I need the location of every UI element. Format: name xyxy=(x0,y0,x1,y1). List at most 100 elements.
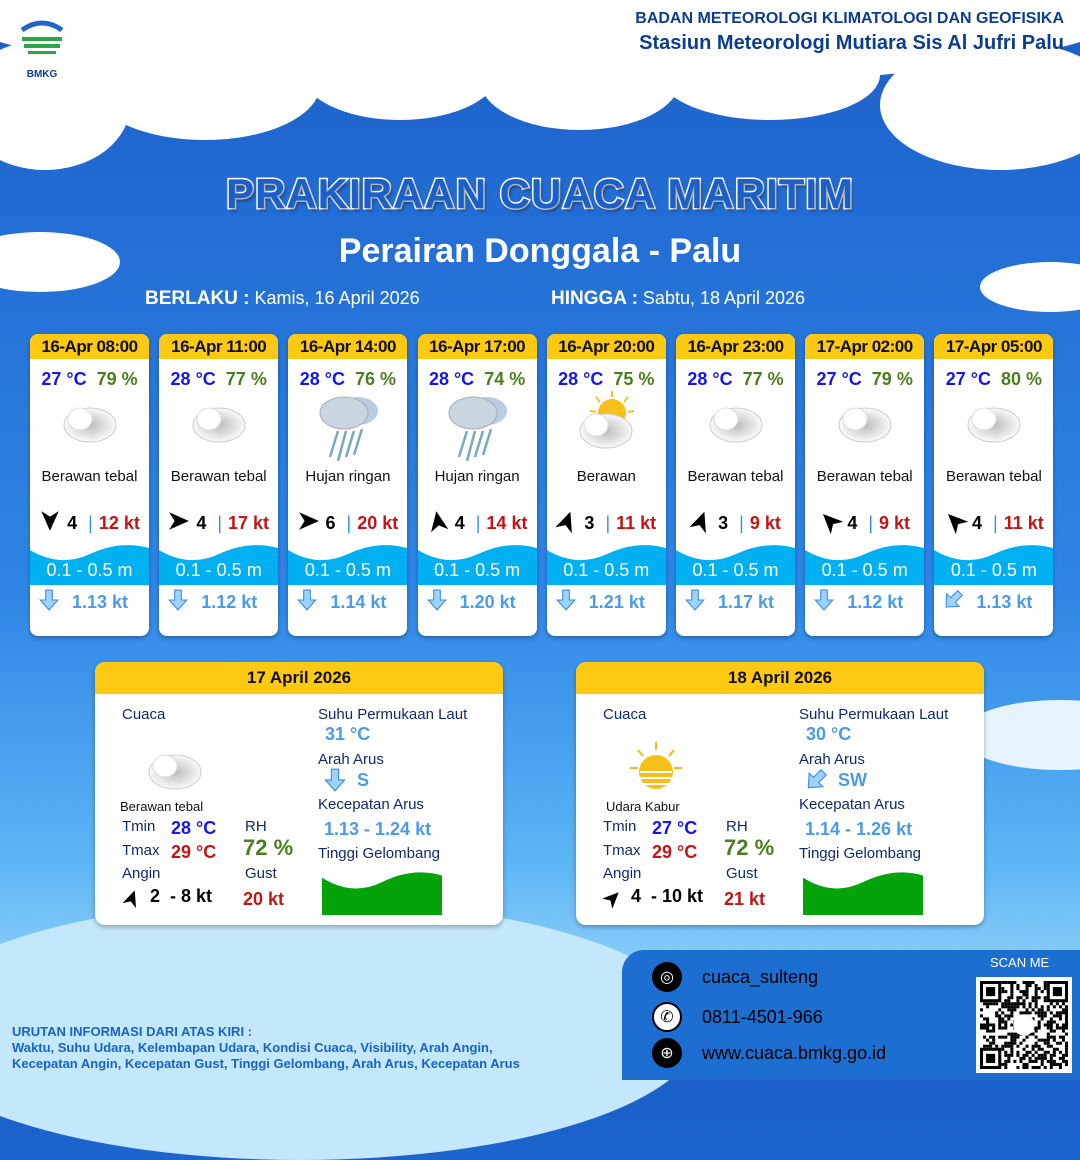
gust-value: 21 kt xyxy=(724,889,766,909)
air-temperature: 27 °C xyxy=(945,369,991,389)
current-speed-label: Kecepatan Arus xyxy=(799,796,905,813)
logo-text: BMKG xyxy=(26,69,58,80)
current-direction-icon xyxy=(323,768,347,797)
wind-speed: 6 xyxy=(325,512,336,533)
wave-height: 0.1 - 0.5 m xyxy=(676,540,795,585)
forecast-card: 17-Apr 02:00 27 °C 79 % Berawan tebal 4 | 9 … xyxy=(805,334,925,636)
forecast-card: 16-Apr 11:00 28 °C 77 % Berawan tebal 4 | 17… xyxy=(159,334,279,636)
wave-height: 0.1 - 0.5 m xyxy=(805,540,925,585)
weather-condition: Berawan tebal xyxy=(945,468,1042,485)
rh-value: 72 % xyxy=(243,835,294,860)
current-direction-icon xyxy=(426,589,448,616)
air-temperature: 28 °C xyxy=(299,369,345,389)
rh-label: RH xyxy=(245,818,267,835)
current-direction-value: S xyxy=(357,770,370,790)
current-direction-icon xyxy=(804,768,828,797)
gust-speed: 11 kt xyxy=(1003,512,1044,533)
wind-direction-icon xyxy=(168,510,190,537)
current-direction-icon xyxy=(813,589,835,616)
instagram-row[interactable]: ◎ cuaca_sulteng xyxy=(652,962,818,992)
cloud-weather-icon xyxy=(159,390,278,460)
forecast-time: 16-Apr 17:00 xyxy=(417,334,537,359)
valid-to: HINGGA : Sabtu, 18 April 2026 xyxy=(551,288,805,310)
tmin-label: Tmin xyxy=(122,818,156,835)
air-temperature: 28 °C xyxy=(170,369,216,389)
current-direction-icon xyxy=(38,589,60,616)
current-direction-icon xyxy=(296,589,318,616)
weather-condition: Udara Kabur xyxy=(606,799,680,814)
wave-height: 0.1 - 0.5 m xyxy=(288,540,408,585)
rain-weather-icon xyxy=(288,390,407,462)
daily-summary-card: 17 April 2026 Cuaca Berawan tebal Tmin 28 °C… xyxy=(95,662,503,925)
sst-value: 31 °C xyxy=(325,724,371,744)
rain-weather-icon xyxy=(418,390,537,462)
wind-speed: 4 xyxy=(847,512,858,533)
wind-speed: 4 xyxy=(67,512,78,533)
wind-direction-icon xyxy=(39,510,61,537)
current-direction-icon xyxy=(684,589,706,616)
wave-height-label: Tinggi Gelombang xyxy=(799,845,922,862)
wind-direction-icon xyxy=(689,510,712,537)
wave-height-value: 0.1 - 0.5 m xyxy=(304,560,391,580)
wave-height-value: 0.5 - 1.25 m xyxy=(937,889,984,908)
globe-icon: ⊕ xyxy=(652,1038,682,1068)
weather-condition: Berawan tebal xyxy=(170,468,267,485)
footer-line-1: Waktu, Suhu Udara, Kelembapan Udara, Kon… xyxy=(12,1040,493,1055)
valid-from: BERLAKU : Kamis, 16 April 2026 xyxy=(145,288,420,310)
weather-condition: Berawan tebal xyxy=(687,468,784,485)
weather-condition: Berawan tebal xyxy=(120,799,204,814)
forecast-card: 16-Apr 23:00 28 °C 77 % Berawan tebal 3 | 9 … xyxy=(676,334,795,636)
website-link[interactable]: www.cuaca.bmkg.go.id xyxy=(702,1042,887,1063)
wave-height: 0.1 - 0.5 m xyxy=(30,540,149,585)
phone-row[interactable]: ✆ 0811-4501-966 xyxy=(652,1002,823,1032)
current-speed: 1.21 kt xyxy=(588,591,645,612)
sun-haze-weather-icon xyxy=(616,732,696,817)
legend-footer: URUTAN INFORMASI DARI ATAS KIRI : Waktu,… xyxy=(12,1024,520,1072)
forecast-card: 16-Apr 17:00 28 °C 74 % Hujan ringan 4 | 14 … xyxy=(417,334,537,636)
wave-height-value: 0.1 - 0.5 m xyxy=(175,560,262,580)
gust-speed: 17 kt xyxy=(228,512,270,533)
current-direction-label: Arah Arus xyxy=(799,751,865,768)
wave-height-value: 0.5 - 1.25 m xyxy=(456,889,503,908)
wind-direction-icon xyxy=(555,510,578,537)
tmin-value: 28 °C xyxy=(171,818,217,838)
forecast-time: 16-Apr 11:00 xyxy=(159,334,279,359)
cloud-weather-icon xyxy=(135,732,215,817)
current-direction-label: Arah Arus xyxy=(318,751,384,768)
wave-height-graphic: 0.5 - 1.25 m xyxy=(803,867,984,915)
wind-direction-icon xyxy=(944,510,969,537)
gust-speed: 11 kt xyxy=(616,512,657,533)
humidity: 79 % xyxy=(96,369,138,389)
qr-code[interactable] xyxy=(976,977,1072,1073)
cloud-weather-icon xyxy=(30,390,149,460)
gust-label: Gust xyxy=(726,865,758,882)
wind-direction-icon xyxy=(122,889,141,912)
valid-to-value: Sabtu, 18 April 2026 xyxy=(642,288,806,308)
forecast-time: 16-Apr 20:00 xyxy=(546,334,666,359)
scan-me-label: SCAN ME xyxy=(990,955,1050,970)
gust-speed: 20 kt xyxy=(357,512,399,533)
tmax-value: 29 °C xyxy=(652,842,698,862)
wave-height-graphic: 0.5 - 1.25 m xyxy=(322,867,503,915)
gust-speed: 12 kt xyxy=(98,512,140,533)
wind-range: 4 - 10 kt xyxy=(631,886,704,906)
current-speed-label: Kecepatan Arus xyxy=(318,796,424,813)
station-name: Stasiun Meteorologi Mutiara Sis Al Jufri… xyxy=(639,32,1064,54)
weather-condition: Berawan tebal xyxy=(816,468,913,485)
wave-height-value: 0.1 - 0.5 m xyxy=(563,560,650,580)
humidity: 75 % xyxy=(613,369,655,389)
website-row[interactable]: ⊕ www.cuaca.bmkg.go.id xyxy=(652,1038,886,1068)
forecast-time: 16-Apr 23:00 xyxy=(676,334,795,359)
current-speed: 1.20 kt xyxy=(459,591,516,612)
cloud-weather-icon xyxy=(676,390,795,460)
summary-date: 18 April 2026 xyxy=(576,662,984,694)
rh-value: 72 % xyxy=(724,835,775,860)
current-speed: 1.12 kt xyxy=(847,591,904,612)
gust-speed: 9 kt xyxy=(879,512,911,533)
gust-speed: 14 kt xyxy=(486,512,528,533)
wave-height-value: 0.1 - 0.5 m xyxy=(46,560,133,580)
wave-height: 0.1 - 0.5 m xyxy=(417,540,537,585)
forecast-card: 16-Apr 08:00 27 °C 79 % Berawan tebal 4 | 12… xyxy=(30,334,149,636)
current-speed-value: 1.14 - 1.26 kt xyxy=(805,819,913,839)
phone-number: 0811-4501-966 xyxy=(702,1006,823,1027)
